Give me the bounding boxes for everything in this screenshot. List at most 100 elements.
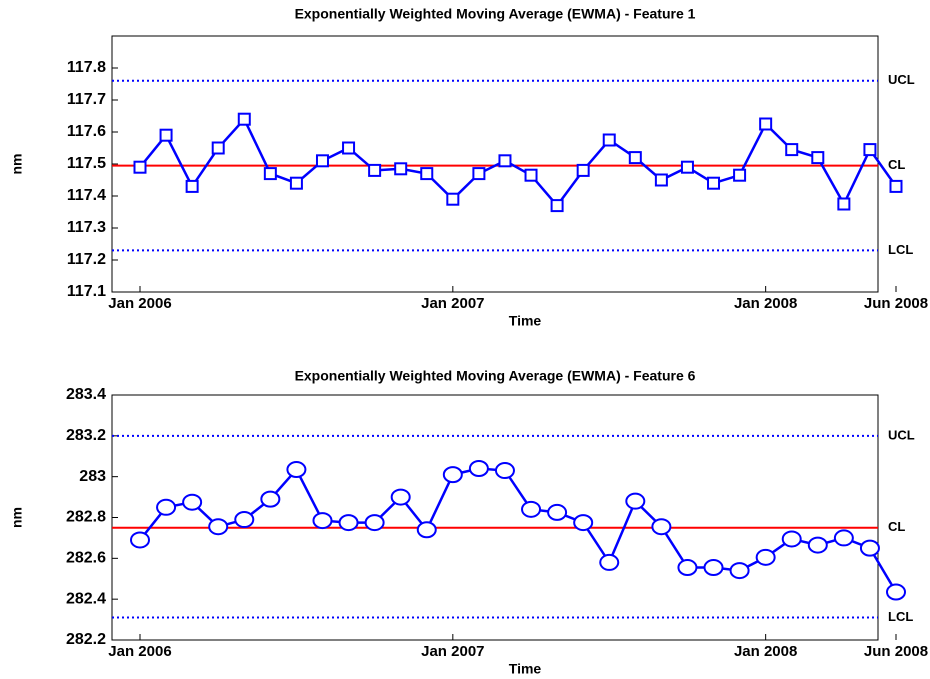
marker xyxy=(312,512,333,530)
x-tick-label: Jan 2008 xyxy=(734,295,797,312)
x-axis-label: Time xyxy=(509,313,542,329)
marker xyxy=(494,462,515,480)
marker xyxy=(785,143,799,157)
marker xyxy=(315,154,329,168)
y-tick-label: 117.5 xyxy=(67,155,106,172)
marker xyxy=(159,128,173,142)
marker xyxy=(759,117,773,131)
marker xyxy=(654,173,668,187)
marker xyxy=(599,553,620,571)
marker xyxy=(547,503,568,521)
marker xyxy=(182,493,203,511)
marker xyxy=(263,167,277,181)
marker xyxy=(286,461,307,479)
marker xyxy=(185,179,199,193)
marker xyxy=(573,514,594,532)
marker xyxy=(260,490,281,508)
marker xyxy=(342,141,356,155)
control-limit-label: CL xyxy=(888,519,905,534)
x-tick-label: Jan 2006 xyxy=(108,295,171,312)
marker xyxy=(416,521,437,539)
y-tick-label: 282.8 xyxy=(66,509,106,526)
y-tick-label: 117.2 xyxy=(67,251,106,268)
x-tick-label: Jan 2007 xyxy=(421,295,484,312)
control-limit-label: UCL xyxy=(888,427,915,442)
marker xyxy=(550,199,564,213)
marker xyxy=(781,530,802,548)
y-tick-label: 283.2 xyxy=(66,427,106,444)
marker xyxy=(755,548,776,566)
y-tick-label: 117.1 xyxy=(67,283,106,300)
marker xyxy=(234,511,255,529)
marker xyxy=(208,518,229,536)
marker xyxy=(886,583,906,601)
marker xyxy=(289,176,303,190)
data-line xyxy=(139,467,898,593)
marker xyxy=(863,143,877,157)
marker xyxy=(390,488,411,506)
x-tick-label: Jun 2008 xyxy=(864,643,928,660)
marker xyxy=(498,154,512,168)
y-tick-label: 117.4 xyxy=(67,187,106,204)
x-axis-label: Time xyxy=(509,661,542,677)
y-tick-label: 117.3 xyxy=(67,219,106,236)
marker xyxy=(156,498,177,516)
y-axis-label: nm xyxy=(9,507,25,528)
y-tick-label: 282.6 xyxy=(66,550,106,567)
marker xyxy=(729,562,750,580)
marker xyxy=(338,514,359,532)
y-tick-label: 117.8 xyxy=(67,59,106,76)
marker xyxy=(889,179,903,193)
marker xyxy=(703,559,724,577)
marker xyxy=(733,168,747,182)
marker xyxy=(130,531,150,549)
marker xyxy=(237,112,251,126)
marker xyxy=(394,162,408,176)
marker xyxy=(364,514,385,532)
marker xyxy=(707,176,721,190)
marker xyxy=(576,163,590,177)
y-tick-label: 283 xyxy=(79,468,106,485)
marker xyxy=(524,168,538,182)
y-tick-label: 117.7 xyxy=(67,91,106,108)
y-tick-label: 282.2 xyxy=(66,631,106,648)
marker xyxy=(368,163,382,177)
marker xyxy=(602,133,616,147)
marker xyxy=(446,192,460,206)
y-tick-label: 117.6 xyxy=(67,123,106,140)
marker xyxy=(625,492,646,510)
chart-title: Exponentially Weighted Moving Average (E… xyxy=(295,6,696,22)
marker xyxy=(628,151,642,165)
plot-frame xyxy=(111,394,879,641)
control-limit-label: LCL xyxy=(888,242,913,257)
marker xyxy=(521,500,542,518)
y-tick-label: 282.4 xyxy=(66,590,106,607)
control-limit-label: CL xyxy=(888,157,905,172)
data-line xyxy=(139,116,898,208)
control-limit-label: UCL xyxy=(888,72,915,87)
marker xyxy=(468,460,489,477)
x-tick-label: Jan 2007 xyxy=(421,643,484,660)
plot-frame xyxy=(111,35,879,293)
marker xyxy=(837,197,851,211)
marker xyxy=(133,160,147,174)
marker xyxy=(651,518,672,536)
marker xyxy=(677,559,698,577)
marker xyxy=(420,167,434,181)
marker xyxy=(859,539,880,557)
x-tick-label: Jan 2006 xyxy=(108,643,171,660)
y-tick-label: 283.4 xyxy=(66,386,106,403)
y-axis-label: nm xyxy=(9,154,25,175)
marker xyxy=(811,151,825,165)
x-tick-label: Jun 2008 xyxy=(864,295,928,312)
control-limit-label: LCL xyxy=(888,609,913,624)
marker xyxy=(680,160,694,174)
marker xyxy=(211,141,225,155)
marker xyxy=(442,466,463,484)
marker xyxy=(807,536,828,554)
marker xyxy=(472,167,486,181)
chart-title: Exponentially Weighted Moving Average (E… xyxy=(295,368,696,384)
marker xyxy=(833,529,854,547)
